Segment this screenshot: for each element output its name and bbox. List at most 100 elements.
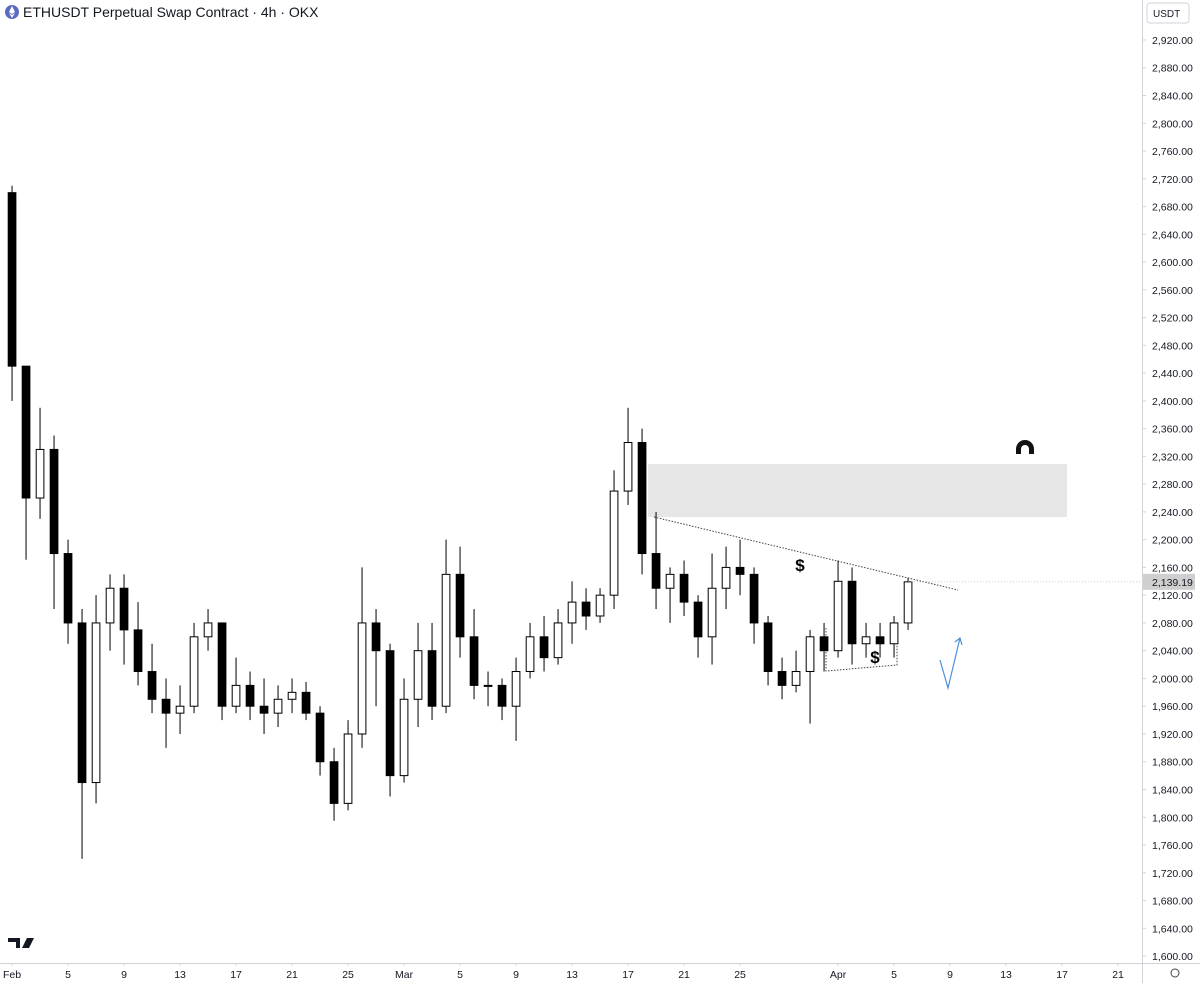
y-tick-label: 1,840.00 [1152, 784, 1193, 796]
y-tick-label: 1,880.00 [1152, 757, 1193, 769]
x-tick-label: 21 [678, 969, 690, 981]
candle-body [259, 705, 269, 714]
candle-body [511, 671, 521, 707]
last-price-label: 2,139.19 [1152, 577, 1193, 589]
candle-body [721, 566, 731, 589]
candle-body [315, 712, 325, 763]
candle-body [581, 601, 591, 617]
y-tick-label: 1,640.00 [1152, 923, 1193, 935]
candle-body [763, 622, 773, 673]
candle-body [595, 594, 605, 617]
candle-body [665, 573, 675, 589]
candle-body [497, 684, 507, 707]
magnet-icon [1016, 440, 1034, 458]
candle-body [679, 573, 689, 603]
candle-body [889, 622, 899, 645]
candle-body [399, 698, 409, 777]
plot-area: $ $ [648, 440, 1067, 691]
y-tick-label: 1,720.00 [1152, 868, 1193, 880]
x-tick-label: 9 [947, 969, 953, 981]
candle-body [371, 622, 381, 652]
candle-body [287, 691, 297, 700]
tv-logo[interactable] [8, 938, 34, 948]
candle-body [651, 553, 661, 589]
candle-body [861, 636, 871, 645]
candle-body [133, 629, 143, 673]
candle-body [77, 622, 87, 784]
chart-title: ETHUSDT Perpetual Swap Contract · 4h · O… [23, 4, 319, 20]
candle-body [231, 684, 241, 707]
candle-body [7, 192, 17, 367]
candle-body [427, 650, 437, 707]
y-tick-label: 1,760.00 [1152, 840, 1193, 852]
candle-body [329, 761, 339, 804]
y-tick-label: 2,520.00 [1152, 313, 1193, 325]
candle-body [203, 622, 213, 638]
candle-body [357, 622, 367, 735]
axes: 1,600.00 1,640.00 1,680.00 1,720.00 1,760.00… [3, 35, 1193, 981]
candles [7, 185, 1142, 859]
x-tick-label: 21 [286, 969, 298, 981]
candle-body [819, 636, 829, 652]
y-tick-label: 1,600.00 [1152, 951, 1193, 963]
candle-body [483, 684, 493, 687]
y-tick-label: 2,400.00 [1152, 396, 1193, 408]
candle-body [847, 580, 857, 645]
y-tick-label: 2,120.00 [1152, 590, 1193, 602]
annotation-dollar: $ [795, 556, 805, 575]
annotation-dollar: $ [870, 648, 880, 667]
y-tick-label: 2,200.00 [1152, 535, 1193, 547]
settings-icon[interactable] [1170, 968, 1180, 978]
candle-body [147, 671, 157, 700]
eth-logo [9, 6, 15, 18]
y-tick-label: 2,040.00 [1152, 646, 1193, 658]
candle-body [105, 587, 115, 624]
candle-body [245, 684, 255, 707]
trend-line [653, 516, 959, 591]
y-tick-label: 2,360.00 [1152, 424, 1193, 436]
y-tick-label: 2,080.00 [1152, 618, 1193, 630]
candle-body [637, 441, 647, 555]
y-tick-label: 2,840.00 [1152, 90, 1193, 102]
candle-body [791, 671, 801, 686]
candle-body [777, 671, 787, 686]
candle-body [455, 573, 465, 638]
y-tick-label: 2,760.00 [1152, 146, 1193, 158]
y-tick-label: 2,320.00 [1152, 451, 1193, 463]
candle-body [833, 580, 843, 652]
x-tick-label: 25 [734, 969, 746, 981]
y-tick-label: 1,920.00 [1152, 729, 1193, 741]
candle-body [693, 601, 703, 638]
currency-box[interactable] [1146, 2, 1190, 24]
candle-body [707, 587, 717, 638]
candle-body [413, 650, 423, 700]
candle-body [441, 573, 451, 707]
candle-body [623, 441, 633, 492]
candle-body [91, 622, 101, 784]
candle-body [469, 636, 479, 686]
y-tick-label: 2,560.00 [1152, 285, 1193, 297]
candle-body [63, 553, 73, 624]
x-tick-label: 9 [513, 969, 519, 981]
candle-body [189, 636, 199, 707]
x-tick-label: Apr [830, 969, 847, 981]
candle-body [903, 581, 913, 624]
candle-body [805, 636, 815, 673]
supply-zone [648, 464, 1067, 517]
candle-body [161, 698, 171, 714]
candle-body [273, 698, 283, 714]
x-tick-label: 13 [1000, 969, 1012, 981]
x-tick-label: 5 [891, 969, 897, 981]
candle-body [301, 691, 311, 714]
x-tick-label: 17 [622, 969, 634, 981]
y-tick-label: 2,480.00 [1152, 340, 1193, 352]
candle-body [875, 636, 885, 645]
projection-arrow [939, 637, 961, 691]
y-tick-label: 2,600.00 [1152, 257, 1193, 269]
x-tick-label: 21 [1112, 969, 1124, 981]
x-tick-label: Feb [3, 969, 21, 981]
x-tick-label: Mar [395, 969, 414, 981]
y-tick-label: 2,800.00 [1152, 118, 1193, 130]
candle-body [119, 587, 129, 631]
